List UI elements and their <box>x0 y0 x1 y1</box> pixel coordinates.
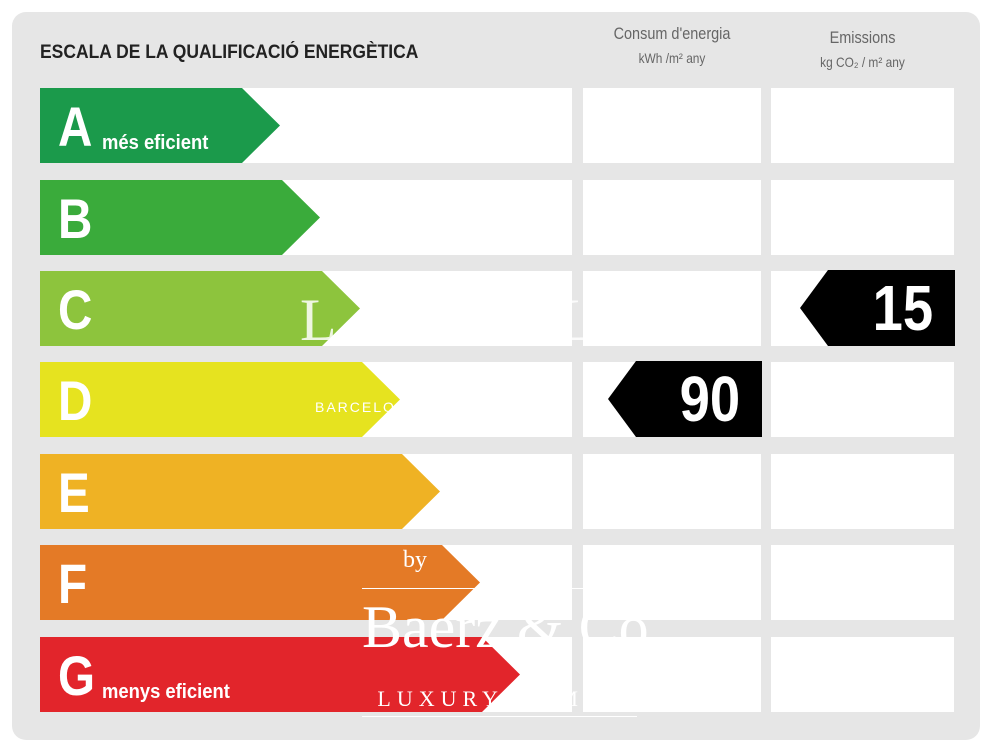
emissions-cell <box>771 454 954 529</box>
rating-arrow-b: B <box>40 180 320 255</box>
energy-column-label: Consum d'energia <box>613 24 731 43</box>
rating-arrow-d: D <box>40 362 400 437</box>
watermark-brand: Baerz & Co <box>362 588 649 665</box>
energy-cell <box>583 180 761 255</box>
rating-arrow-f: F <box>40 545 480 620</box>
energy-cell <box>583 637 761 712</box>
rating-letter: F <box>58 552 88 615</box>
emissions-cell <box>771 637 954 712</box>
emissions-cell <box>771 545 954 620</box>
emissions-column-unit: kg CO₂ / m² any <box>820 54 905 70</box>
label-title: ESCALA DE LA QUALIFICACIÓ ENERGÈTICA <box>40 42 419 63</box>
rating-letter: G <box>58 644 96 707</box>
emissions-column-header: Emissions kg CO₂ / m² any <box>785 26 941 74</box>
rating-letter: C <box>58 278 93 341</box>
emissions-cell <box>771 180 954 255</box>
watermark-tagline: LUXURY HOMES <box>362 686 637 717</box>
energy-value: 90 <box>679 363 740 435</box>
energy-column-header: Consum d'energia kWh /m² any <box>596 22 747 70</box>
rating-arrow-c: C <box>40 271 360 346</box>
rating-letter: E <box>58 461 90 524</box>
energy-cell <box>583 454 761 529</box>
energy-cell <box>583 88 761 163</box>
energy-cell <box>583 271 761 346</box>
energy-column-unit: kWh /m² any <box>638 50 706 66</box>
watermark-top: L A S U A L <box>300 287 597 353</box>
energy-rating-marker: 90 <box>608 361 762 437</box>
energy-cell <box>583 545 761 620</box>
emissions-cell <box>771 88 954 163</box>
rating-caption: més eficient <box>102 132 209 154</box>
rating-caption: menys eficient <box>102 681 230 703</box>
emissions-rating-marker: 15 <box>800 270 955 346</box>
rating-letter: D <box>58 369 93 432</box>
watermark-by: by <box>403 547 427 573</box>
emissions-value: 15 <box>872 272 933 344</box>
rating-arrow-e: E <box>40 454 440 529</box>
watermark-top-sub: BARCELONA ... EXPERTS <box>315 399 528 415</box>
emissions-column-label: Emissions <box>829 28 896 47</box>
rating-letter: A <box>58 95 93 158</box>
rating-letter: B <box>58 187 93 250</box>
emissions-cell <box>771 362 954 437</box>
